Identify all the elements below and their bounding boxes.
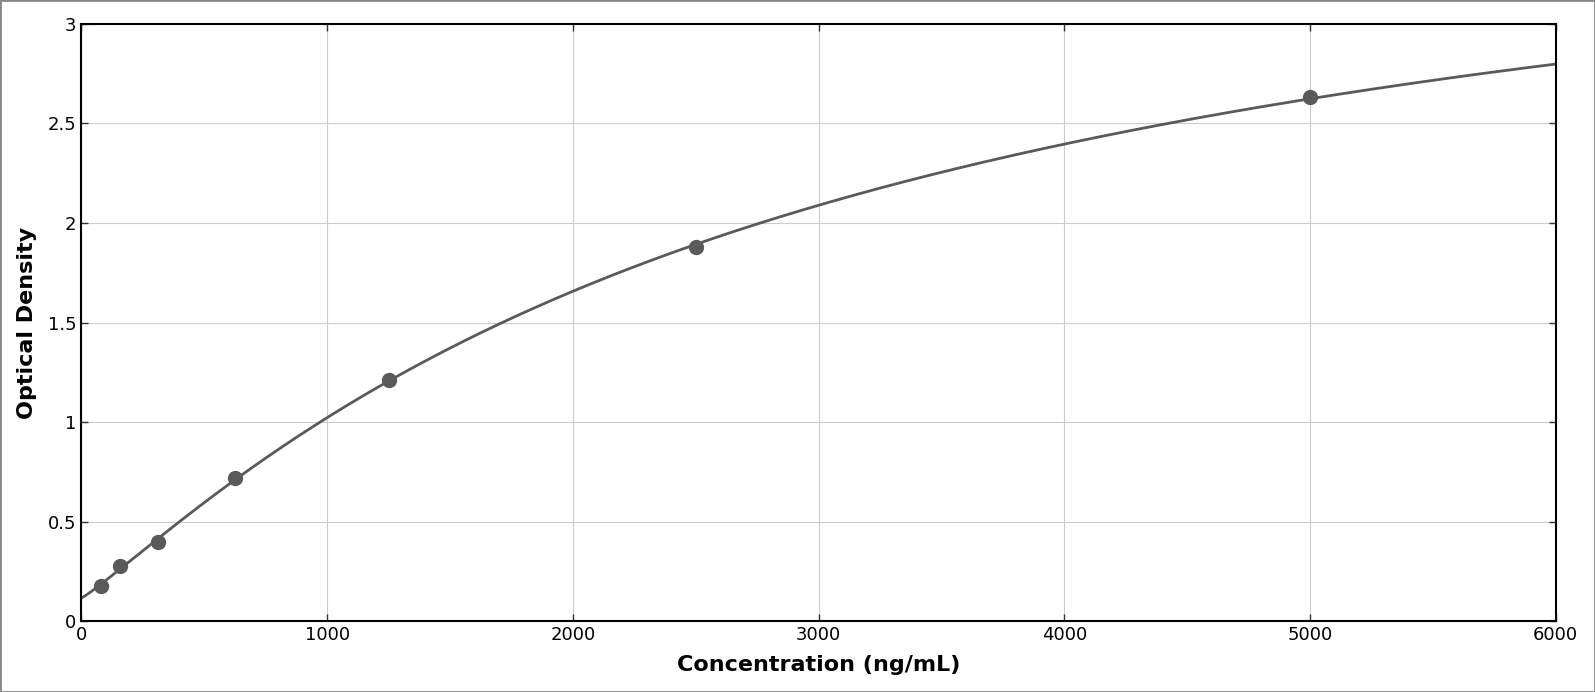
- X-axis label: Concentration (ng/mL): Concentration (ng/mL): [676, 655, 960, 675]
- Point: [107, 560, 132, 571]
- Point: [1297, 92, 1322, 103]
- Y-axis label: Optical Density: Optical Density: [16, 226, 37, 419]
- Point: [145, 536, 171, 547]
- Point: [88, 581, 113, 592]
- Point: [683, 242, 708, 253]
- Point: [222, 473, 247, 484]
- Point: [376, 375, 402, 386]
